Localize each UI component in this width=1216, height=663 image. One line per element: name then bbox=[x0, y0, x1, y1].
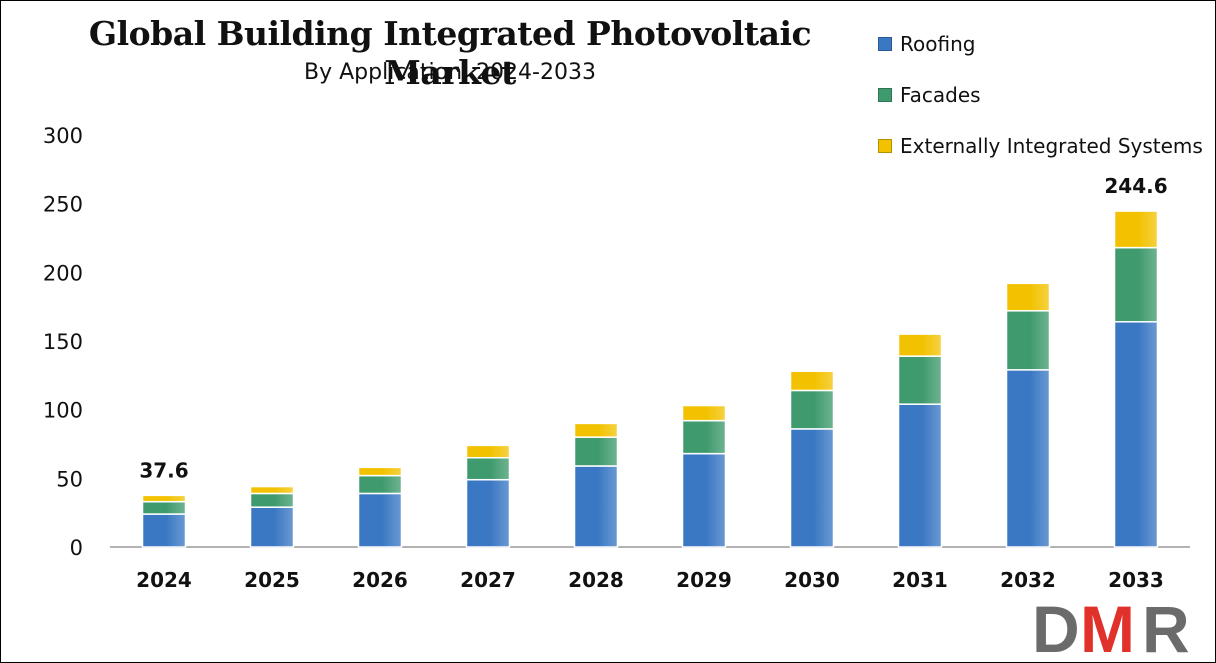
bar-segment-externally bbox=[249, 485, 295, 495]
legend-item-facades: Facades bbox=[878, 69, 1203, 120]
x-tick-label: 2027 bbox=[460, 568, 516, 592]
svg-text:R: R bbox=[1142, 598, 1189, 656]
bar-segment-facades bbox=[141, 500, 187, 515]
legend-label-external: Externally Integrated Systems bbox=[900, 133, 1203, 158]
legend-item-external: Externally Integrated Systems bbox=[878, 120, 1203, 171]
bar-segment-externally bbox=[465, 444, 511, 459]
bar-segment-externally bbox=[789, 370, 835, 392]
bar-segment-roofing bbox=[897, 403, 943, 548]
x-tick-label: 2029 bbox=[676, 568, 732, 592]
bar-segment-facades bbox=[1113, 246, 1159, 323]
data-label: 37.6 bbox=[139, 458, 188, 482]
dmr-logo: D M R bbox=[1032, 598, 1193, 656]
legend-item-roofing: Roofing bbox=[878, 18, 1203, 69]
chart-title: Global Building Integrated Photovoltaic … bbox=[88, 14, 812, 92]
bar-segment-externally bbox=[897, 333, 943, 357]
x-tick-label: 2033 bbox=[1108, 568, 1164, 592]
bar-segment-facades bbox=[573, 436, 619, 467]
x-tick-label: 2028 bbox=[568, 568, 624, 592]
x-tick-label: 2026 bbox=[352, 568, 408, 592]
bar-segment-facades bbox=[249, 492, 295, 508]
bar-segment-roofing bbox=[789, 428, 835, 548]
bar-segment-roofing bbox=[357, 492, 403, 548]
x-tick-label: 2030 bbox=[784, 568, 840, 592]
bar-segment-externally bbox=[1005, 282, 1051, 312]
y-tick-label: 0 bbox=[70, 536, 83, 560]
legend-swatch-roofing bbox=[878, 36, 892, 51]
bar-segment-roofing bbox=[249, 506, 295, 548]
bar-segment-externally bbox=[141, 494, 187, 503]
y-tick-label: 250 bbox=[43, 193, 83, 217]
bar-segment-roofing bbox=[573, 465, 619, 548]
legend: Roofing Facades Externally Integrated Sy… bbox=[878, 18, 1203, 171]
bar-segment-roofing bbox=[141, 513, 187, 548]
y-tick-label: 50 bbox=[56, 467, 83, 491]
bar-segment-externally bbox=[681, 404, 727, 422]
bar-segment-externally bbox=[573, 422, 619, 438]
x-tick-label: 2032 bbox=[1000, 568, 1056, 592]
bar-segment-facades bbox=[357, 474, 403, 495]
legend-swatch-external bbox=[878, 138, 892, 153]
svg-text:M: M bbox=[1080, 598, 1131, 656]
bar-segment-externally bbox=[1113, 210, 1159, 249]
svg-text:D: D bbox=[1032, 598, 1077, 656]
legend-swatch-facades bbox=[878, 87, 892, 102]
bar-segment-facades bbox=[897, 355, 943, 405]
legend-label-roofing: Roofing bbox=[900, 31, 976, 56]
bar-segment-roofing bbox=[1113, 321, 1159, 548]
bar-segment-facades bbox=[465, 456, 511, 481]
y-tick-label: 150 bbox=[43, 330, 83, 354]
bar-segment-facades bbox=[1005, 310, 1051, 371]
x-tick-label: 2031 bbox=[892, 568, 948, 592]
y-tick-label: 300 bbox=[43, 124, 83, 148]
bar-segment-roofing bbox=[1005, 369, 1051, 548]
legend-label-facades: Facades bbox=[900, 82, 981, 107]
bar-segment-roofing bbox=[681, 452, 727, 548]
bar-segment-facades bbox=[681, 419, 727, 455]
y-tick-label: 100 bbox=[43, 399, 83, 423]
bar-segment-externally bbox=[357, 466, 403, 477]
x-tick-label: 2025 bbox=[244, 568, 300, 592]
y-tick-label: 200 bbox=[43, 261, 83, 285]
data-label: 244.6 bbox=[1104, 174, 1167, 198]
bar-segment-facades bbox=[789, 389, 835, 430]
chart-subtitle: By Application, 2024-2033 bbox=[304, 60, 596, 85]
bar-segment-roofing bbox=[465, 478, 511, 548]
x-tick-label: 2024 bbox=[136, 568, 192, 592]
